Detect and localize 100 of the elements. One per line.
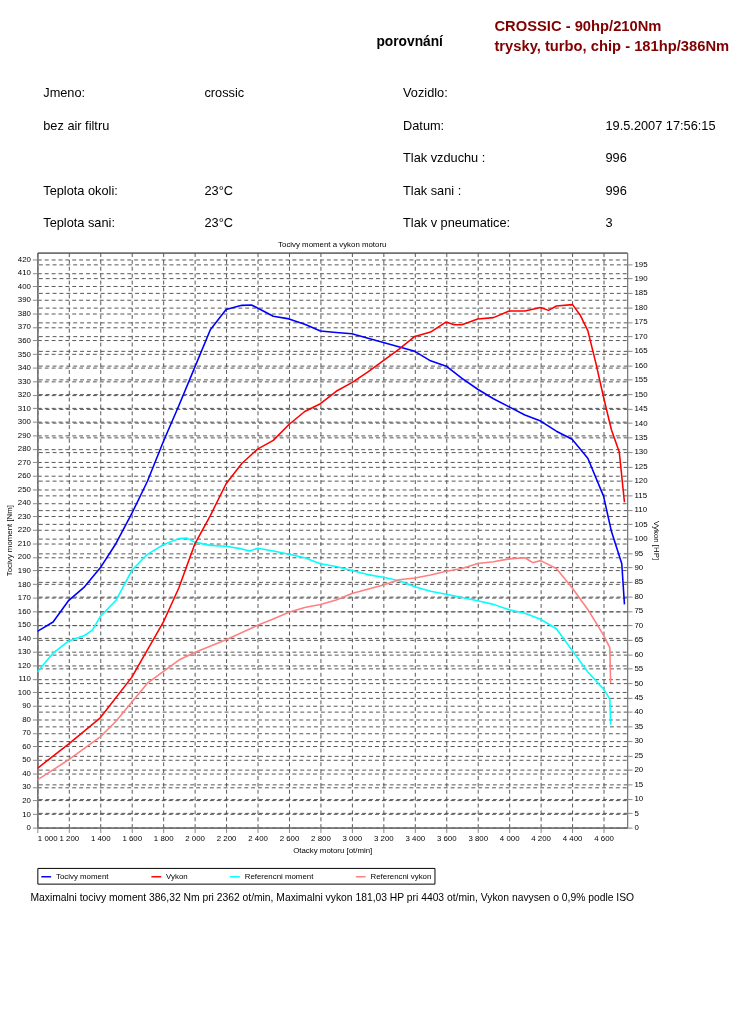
y-tick-label: 250: [17, 484, 32, 494]
y-tick-label: 280: [17, 444, 32, 454]
y-tick-label: 230: [17, 511, 32, 521]
y2-axis-title: Vykon [HP]: [651, 521, 661, 561]
y2-tick-label: 170: [634, 331, 649, 341]
y-tick-label: 260: [17, 471, 32, 481]
y2-tick-label: 175: [634, 317, 649, 327]
y2-tick-label: 65: [634, 635, 644, 645]
y2-tick-label: 70: [634, 620, 644, 630]
x-tick-label: 2 800: [311, 833, 332, 843]
y-tick-label: 320: [17, 390, 32, 400]
y-tick-label: 350: [17, 349, 32, 359]
text: Jmeno:: [43, 85, 86, 101]
y2-tick-label: 125: [634, 461, 649, 471]
y-axis-title: Tocivy moment [Nm]: [4, 505, 14, 577]
text: trysky, turbo, chip - 181hp/386Nm: [494, 38, 730, 55]
text: 23°C: [204, 182, 233, 198]
y-tick-label: 0: [26, 823, 32, 833]
text: bez air filtru: [43, 117, 110, 133]
legend-label: Referencni moment: [244, 871, 315, 881]
y2-tick-label: 40: [634, 707, 644, 717]
text: 23°C: [204, 215, 233, 231]
y-tick-label: 400: [17, 281, 32, 291]
x-tick-label: 3 600: [436, 833, 458, 843]
y-tick-label: 60: [22, 741, 32, 751]
x-tick-label: 2 400: [248, 833, 269, 843]
x-tick-label: 2 000: [185, 833, 206, 843]
x-tick-label: 1 600: [122, 833, 143, 843]
text: Tlak sani :: [403, 182, 462, 198]
y2-tick-label: 80: [634, 591, 644, 601]
x-axis-title: Otacky motoru [ot/min]: [293, 845, 373, 855]
text: Teplota okoli:: [43, 182, 118, 198]
y-tick-label: 240: [17, 498, 32, 508]
text: Datum:: [403, 117, 445, 133]
y-tick-label: 380: [17, 308, 32, 318]
x-tick-label: 3 200: [374, 833, 395, 843]
y-tick-label: 330: [17, 376, 32, 386]
y2-tick-label: 105: [634, 519, 649, 529]
text: crossic: [204, 85, 245, 101]
y2-tick-label: 120: [634, 476, 649, 486]
y2-tick-label: 0: [634, 823, 640, 833]
y-tick-label: 20: [22, 796, 32, 806]
text: porovnání: [376, 34, 445, 50]
x-tick-label: 3 000: [342, 833, 363, 843]
y2-tick-label: 110: [634, 505, 648, 515]
y-tick-label: 340: [17, 363, 32, 373]
y-tick-label: 180: [17, 579, 32, 589]
y2-tick-label: 15: [634, 779, 644, 789]
line-series: [37, 303, 626, 770]
x-tick-label: 4 400: [562, 833, 584, 843]
y2-tick-label: 160: [634, 360, 649, 370]
y2-tick-label: 10: [634, 794, 644, 804]
y-tick-label: 310: [17, 403, 32, 413]
y-tick-label: 410: [17, 268, 32, 278]
x-tick-label: 1 400: [90, 833, 112, 843]
x-tick-label: 2 600: [279, 833, 300, 843]
y2-tick-label: 135: [634, 432, 649, 442]
y-tick-label: 390: [17, 295, 32, 305]
y-tick-label: 110: [18, 674, 32, 684]
y-tick-label: 370: [17, 322, 32, 332]
y2-tick-label: 30: [634, 736, 644, 746]
y-tick-label: 130: [17, 647, 32, 657]
y2-tick-label: 150: [634, 389, 649, 399]
y2-tick-label: 90: [634, 563, 644, 573]
line-series: [37, 304, 626, 633]
y2-tick-label: 5: [634, 808, 640, 818]
y2-tick-label: 190: [634, 274, 649, 284]
line-series: [37, 556, 612, 781]
y2-tick-label: 100: [634, 534, 649, 544]
y-tick-label: 150: [17, 620, 32, 630]
y-tick-label: 120: [17, 660, 32, 670]
y2-tick-label: 85: [634, 577, 644, 587]
x-tick-label: 2 200: [216, 833, 238, 843]
y-tick-label: 200: [17, 552, 32, 562]
y2-tick-label: 195: [634, 259, 649, 269]
x-tick-label: 3 800: [468, 833, 489, 843]
y-tick-label: 100: [17, 687, 32, 697]
y-tick-label: 80: [22, 714, 32, 724]
x-tick-label: 4 200: [531, 833, 552, 843]
x-tick-label: 4 000: [499, 833, 521, 843]
y-tick-label: 40: [22, 768, 32, 778]
chart-title: Tocivy moment a vykon motoru: [278, 239, 387, 249]
y-tick-label: 140: [17, 633, 32, 643]
y2-tick-label: 155: [634, 375, 649, 385]
y2-tick-label: 165: [634, 346, 649, 356]
y2-tick-label: 145: [634, 404, 649, 414]
legend-label: Vykon: [166, 871, 188, 881]
text: Teplota sani:: [43, 215, 115, 231]
y2-tick-label: 95: [634, 548, 644, 558]
y2-tick-label: 185: [634, 288, 649, 298]
y-tick-label: 190: [17, 566, 32, 575]
text: 996: [605, 150, 627, 166]
y-tick-label: 290: [17, 430, 32, 440]
y2-tick-label: 140: [634, 418, 649, 428]
y-tick-label: 360: [17, 335, 32, 345]
y-tick-label: 50: [22, 755, 32, 765]
text: 19.5.2007 17:56:15: [605, 117, 716, 133]
y-tick-label: 170: [17, 593, 32, 603]
y2-tick-label: 25: [634, 750, 644, 760]
y2-tick-label: 60: [634, 649, 644, 659]
